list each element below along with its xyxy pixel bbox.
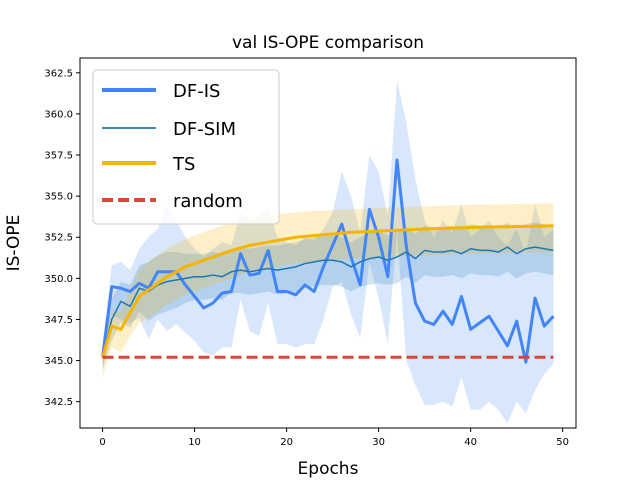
chart-title: val IS-OPE comparison — [232, 33, 424, 53]
y-tick-label: 355.0 — [44, 192, 73, 203]
line-df-is — [101, 158, 555, 364]
series-lines — [101, 158, 555, 364]
confidence-bands — [102, 81, 554, 424]
x-tick-label: 20 — [280, 437, 293, 448]
y-tick-label: 347.5 — [44, 315, 73, 326]
line-ts — [101, 224, 554, 358]
y-tick-label: 360.0 — [44, 109, 73, 120]
band-df-sim — [102, 222, 554, 369]
x-tick-label: 40 — [464, 437, 477, 448]
y-tick-label: 362.5 — [44, 68, 73, 79]
legend: DF-IS DF-SIM TS random — [92, 69, 280, 225]
legend-label-df-sim: DF-SIM — [173, 119, 236, 140]
x-tick-label: 50 — [556, 437, 569, 448]
band-df-is — [102, 81, 554, 424]
legend-label-random: random — [173, 191, 243, 212]
x-tick-label: 0 — [99, 437, 105, 448]
y-axis: 342.5 345.0 347.5 350.0 352.5 355.0 357.5 360.0… — [44, 68, 80, 408]
plot-frame — [79, 57, 577, 429]
y-tick-label: 345.0 — [44, 356, 73, 367]
x-tick-label: 10 — [188, 437, 201, 448]
y-tick-label: 350.0 — [44, 274, 73, 285]
y-axis-title: IS-OPE — [4, 215, 24, 272]
y-tick-label: 357.5 — [44, 151, 73, 162]
y-tick-label: 342.5 — [44, 397, 73, 408]
x-tick-label: 30 — [372, 437, 385, 448]
y-tick-label: 352.5 — [44, 233, 73, 244]
legend-label-df-is: DF-IS — [173, 81, 220, 102]
x-axis: 0 10 20 30 40 50 — [99, 428, 569, 448]
legend-box — [92, 69, 280, 225]
line-df-sim — [101, 246, 554, 358]
legend-label-ts: TS — [172, 154, 195, 175]
band-ts — [102, 203, 554, 378]
x-axis-title: Epochs — [298, 459, 359, 479]
